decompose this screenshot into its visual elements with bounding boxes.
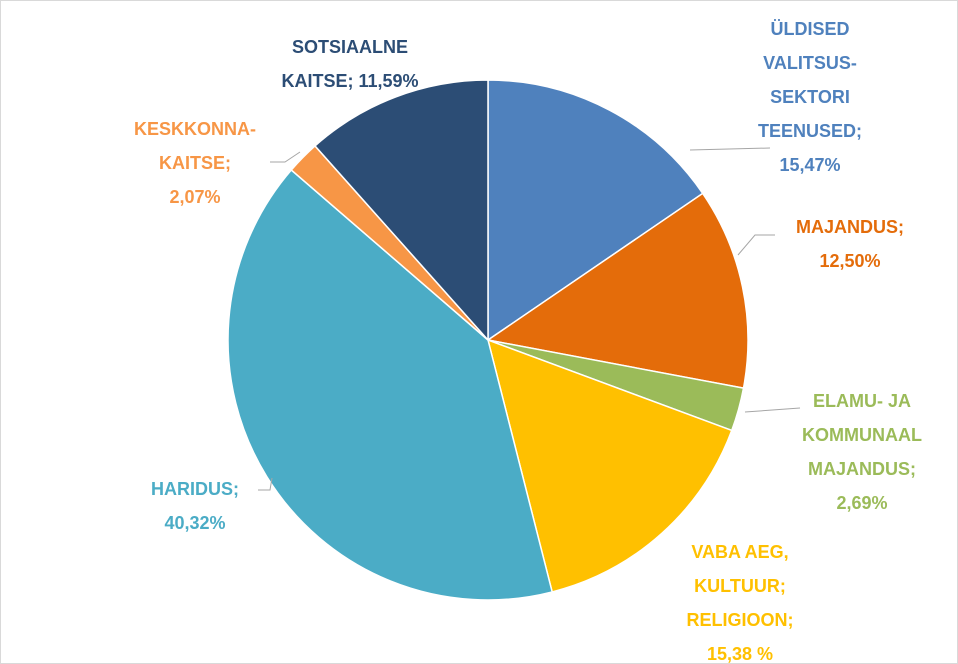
pie-slice bbox=[313, 79, 489, 342]
leader-line bbox=[689, 147, 771, 151]
category-label: ÜLDISED VALITSUS- SEKTORI TEENUSED; bbox=[757, 19, 863, 141]
leader-line bbox=[737, 234, 775, 256]
category-label: HARIDUS; bbox=[151, 479, 239, 499]
category-label: KESKKONNA- KAITSE; bbox=[133, 119, 257, 173]
leader-line bbox=[270, 151, 301, 163]
pie-slice bbox=[227, 168, 554, 601]
category-label: SOTSIAALNE KAITSE; bbox=[281, 37, 409, 91]
category-label: MAJANDUS; bbox=[796, 217, 904, 237]
data-label: ELAMU- JA KOMMUNAAL MAJANDUS; 2,69% bbox=[802, 384, 922, 520]
leader-line bbox=[258, 477, 273, 491]
value-label: 15,38 % bbox=[706, 644, 774, 664]
pie-slice bbox=[486, 192, 749, 390]
data-label: MAJANDUS; 12,50% bbox=[796, 210, 904, 278]
value-label: 15,47% bbox=[779, 155, 841, 175]
value-label: 2,07% bbox=[169, 187, 221, 207]
category-label: ELAMU- JA KOMMUNAAL MAJANDUS; bbox=[802, 391, 922, 479]
pie-slice bbox=[486, 338, 733, 593]
data-label: ÜLDISED VALITSUS- SEKTORI TEENUSED; 15,47… bbox=[758, 12, 862, 182]
data-label: KESKKONNA- KAITSE; 2,07% bbox=[134, 112, 256, 214]
leader-line bbox=[744, 407, 801, 413]
pie-slice bbox=[487, 79, 704, 342]
data-label: HARIDUS; 40,32% bbox=[151, 472, 239, 540]
value-label: 11,59% bbox=[358, 71, 419, 91]
data-label: VABA AEG, KULTUUR; RELIGIOON; 15,38 % bbox=[687, 535, 794, 664]
value-label: 12,50% bbox=[819, 251, 881, 271]
value-label: 40,32% bbox=[164, 513, 226, 533]
data-label: SOTSIAALNE KAITSE; 11,59% bbox=[281, 30, 418, 98]
category-label: VABA AEG, KULTUUR; RELIGIOON; bbox=[686, 542, 794, 630]
value-label: 2,69% bbox=[836, 493, 888, 513]
